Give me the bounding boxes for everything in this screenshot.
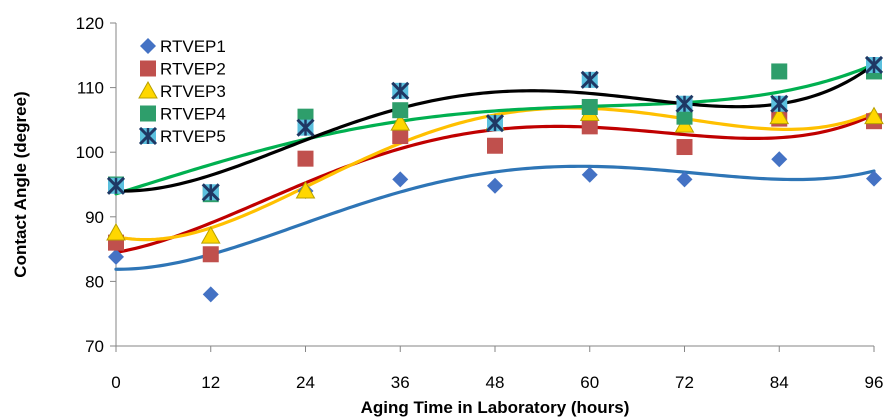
point-rtvep5 [296,118,315,137]
legend-item-rtvep3: RTVEP3 [138,80,226,101]
y-tick-label: 70 [85,337,104,356]
y-axis-title: Contact Angle (degree) [11,91,30,277]
legend-item-rtvep2: RTVEP2 [140,60,226,79]
legend-marker [140,105,156,122]
legend-marker [138,80,158,99]
point-rtvep1 [108,248,124,265]
series-rtvep1 [108,151,882,303]
legend-label: RTVEP1 [160,37,226,56]
legend-marker [138,126,158,146]
y-tick-label: 110 [77,79,104,98]
x-tick-label: 12 [201,373,220,392]
point-rtvep2 [676,139,693,156]
point-rtvep3 [106,222,126,241]
x-tick-label: 24 [296,373,315,392]
x-tick-label: 60 [580,373,599,392]
axes: 70 80 90 100 110 120 0 12 24 36 48 60 72 84 96 [76,14,884,392]
x-tick-label: 0 [111,373,120,392]
point-rtvep5 [201,183,220,202]
point-rtvep3 [200,226,221,244]
point-rtvep3 [390,113,411,131]
legend-marker [140,60,156,77]
point-rtvep5 [580,70,599,89]
x-tick-label: 72 [675,373,694,392]
point-rtvep2 [581,118,598,135]
point-rtvep4 [581,98,598,115]
x-tick-label: 36 [391,373,410,392]
point-rtvep1 [487,177,503,194]
point-rtvep5 [391,81,410,100]
trendline-rtvep5 [114,62,876,193]
legend-item-rtvep5: RTVEP5 [138,126,226,146]
x-tick-label: 48 [486,373,505,392]
point-rtvep5 [485,114,505,133]
point-rtvep2 [487,137,503,154]
legend-marker [140,38,156,54]
point-rtvep3 [769,106,790,125]
legend-label: RTVEP5 [160,127,226,146]
point-rtvep1 [581,166,598,183]
trendline-rtvep4 [114,62,876,196]
y-tick-label: 80 [85,272,104,291]
legend-item-rtvep4: RTVEP4 [140,105,226,124]
point-rtvep4 [392,102,409,119]
point-rtvep5 [770,94,789,113]
point-rtvep1 [771,151,788,168]
point-rtvep1 [392,171,409,188]
data-points [106,55,884,303]
y-tick-label: 90 [85,208,104,227]
point-rtvep1 [676,171,693,188]
series-rtvep5 [106,55,884,202]
legend: RTVEP1 RTVEP2 RTVEP3 RTVEP4 RTVEP5 [138,37,226,146]
point-rtvep2 [202,246,219,263]
point-rtvep3 [864,106,884,125]
x-tick-label: 96 [865,373,884,392]
point-rtvep4 [771,63,788,80]
trendline-rtvep1 [114,164,876,271]
legend-label: RTVEP4 [160,105,226,124]
legend-label: RTVEP3 [160,82,226,101]
y-tick-label: 120 [76,14,104,33]
legend-item-rtvep1: RTVEP1 [140,37,226,56]
point-rtvep5 [864,55,884,75]
point-rtvep2 [297,150,314,167]
x-tick-label: 84 [770,373,789,392]
point-rtvep1 [202,286,219,303]
point-rtvep5 [675,94,694,113]
point-rtvep5 [106,176,126,195]
trendlines [114,62,876,271]
y-tick-label: 100 [76,143,104,162]
point-rtvep4 [676,108,693,125]
point-rtvep1 [866,170,882,187]
point-rtvep2 [392,128,409,145]
legend-label: RTVEP2 [160,60,226,79]
x-axis-title: Aging Time in Laboratory (hours) [361,398,630,417]
point-rtvep3 [295,180,316,199]
